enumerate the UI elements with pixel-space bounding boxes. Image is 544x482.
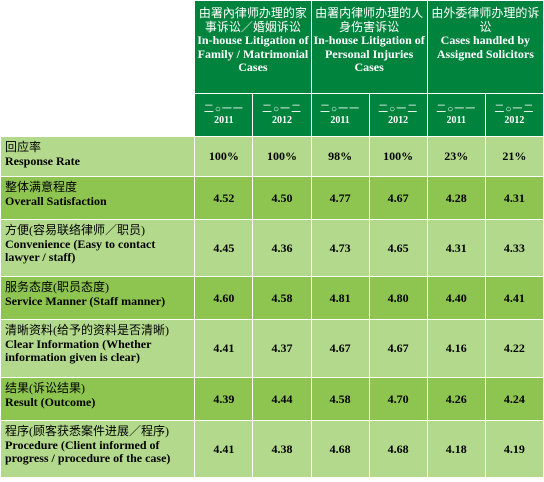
row-label: 方便(容易联络律师／职员) Convenience (Easy to contac… <box>1 220 195 276</box>
cell-value: 4.41 <box>195 421 253 477</box>
cell-value: 4.22 <box>485 320 543 377</box>
group-header-cn: 由署内律师办理的人身伤害诉讼 <box>315 6 424 34</box>
cell-value: 4.73 <box>311 220 369 276</box>
table-row-clear-information: 清晰资料(给予的资料是否清晰) Clear Information (Whethe… <box>1 320 543 377</box>
cell-value: 4.18 <box>427 421 485 477</box>
cell-value: 4.37 <box>253 320 311 377</box>
header-blank-cell <box>1 1 195 136</box>
cell-value: 4.33 <box>485 220 543 276</box>
cell-value: 4.39 <box>195 378 253 420</box>
table-row-service-manner: 服务态度(职员态度) Service Manner (Staff manner) … <box>1 277 543 319</box>
cell-value: 4.40 <box>427 277 485 319</box>
cell-value: 100% <box>195 137 253 176</box>
cell-value: 4.28 <box>427 177 485 219</box>
group-header-family: 由署內律师办理的家事诉讼／婚姻诉讼 In-house Litigation of… <box>195 1 311 93</box>
cell-value: 23% <box>427 137 485 176</box>
row-label: 程序(顾客获悉案件进展／程序) Procedure (Client informe… <box>1 421 195 477</box>
cell-value: 4.41 <box>485 277 543 319</box>
cell-value: 98% <box>311 137 369 176</box>
cell-value: 4.80 <box>369 277 427 319</box>
cell-value: 4.58 <box>311 378 369 420</box>
group-header-cn: 由外委律师办理的诉讼 <box>431 6 540 34</box>
row-label: 服务态度(职员态度) Service Manner (Staff manner) <box>1 277 195 319</box>
cell-value: 4.41 <box>195 320 253 377</box>
group-header-en: Cases handled by Assigned Solicitors <box>436 33 534 61</box>
cell-value: 4.67 <box>311 320 369 377</box>
cell-value: 4.50 <box>253 177 311 219</box>
group-header-personal-injuries: 由署内律师办理的人身伤害诉讼 In-house Litigation of Pe… <box>311 1 427 93</box>
row-label: 清晰资料(给予的资料是否清晰) Clear Information (Whethe… <box>1 320 195 377</box>
cell-value: 4.77 <box>311 177 369 219</box>
cell-value: 100% <box>253 137 311 176</box>
year-header: 二○一二 2012 <box>253 94 311 136</box>
cell-value: 4.16 <box>427 320 485 377</box>
table-row-convenience: 方便(容易联络律师／职员) Convenience (Easy to contac… <box>1 220 543 276</box>
year-header: 二○一一 2011 <box>427 94 485 136</box>
cell-value: 4.38 <box>253 421 311 477</box>
cell-value: 4.67 <box>369 320 427 377</box>
cell-value: 4.67 <box>369 177 427 219</box>
cell-value: 4.60 <box>195 277 253 319</box>
cell-value: 4.65 <box>369 220 427 276</box>
cell-value: 4.44 <box>253 378 311 420</box>
year-header: 二○一一 2011 <box>311 94 369 136</box>
row-label: 整体满意程度 Overall Satisfaction <box>1 177 195 219</box>
cell-value: 4.68 <box>311 421 369 477</box>
cell-value: 4.52 <box>195 177 253 219</box>
cell-value: 21% <box>485 137 543 176</box>
table-row-procedure: 程序(顾客获悉案件进展／程序) Procedure (Client informe… <box>1 421 543 477</box>
table-row-response-rate: 回应率 Response Rate 100% 100% 98% 100% 23% … <box>1 137 543 176</box>
table-row-result: 结果(诉讼结果) Result (Outcome) 4.39 4.44 4.58 … <box>1 378 543 420</box>
cell-value: 100% <box>369 137 427 176</box>
cell-value: 4.24 <box>485 378 543 420</box>
group-header-assigned-solicitors: 由外委律师办理的诉讼 Cases handled by Assigned Sol… <box>427 1 543 93</box>
cell-value: 4.31 <box>427 220 485 276</box>
cell-value: 4.45 <box>195 220 253 276</box>
row-label: 结果(诉讼结果) Result (Outcome) <box>1 378 195 420</box>
table-row-overall-satisfaction: 整体满意程度 Overall Satisfaction 4.52 4.50 4.7… <box>1 177 543 219</box>
row-label: 回应率 Response Rate <box>1 137 195 176</box>
cell-value: 4.31 <box>485 177 543 219</box>
cell-value: 4.70 <box>369 378 427 420</box>
year-header: 二○一一 2011 <box>195 94 253 136</box>
group-header-en: In-house Litigation of Family / Matrimon… <box>197 33 309 74</box>
cell-value: 4.68 <box>369 421 427 477</box>
year-header: 二○一二 2012 <box>369 94 427 136</box>
cell-value: 4.26 <box>427 378 485 420</box>
year-header: 二○一二 2012 <box>485 94 543 136</box>
cell-value: 4.19 <box>485 421 543 477</box>
cell-value: 4.36 <box>253 220 311 276</box>
group-header-en: In-house Litigation of Personal Injuries… <box>313 33 425 74</box>
group-header-cn: 由署內律师办理的家事诉讼／婚姻诉讼 <box>198 6 307 34</box>
cell-value: 4.58 <box>253 277 311 319</box>
cell-value: 4.81 <box>311 277 369 319</box>
